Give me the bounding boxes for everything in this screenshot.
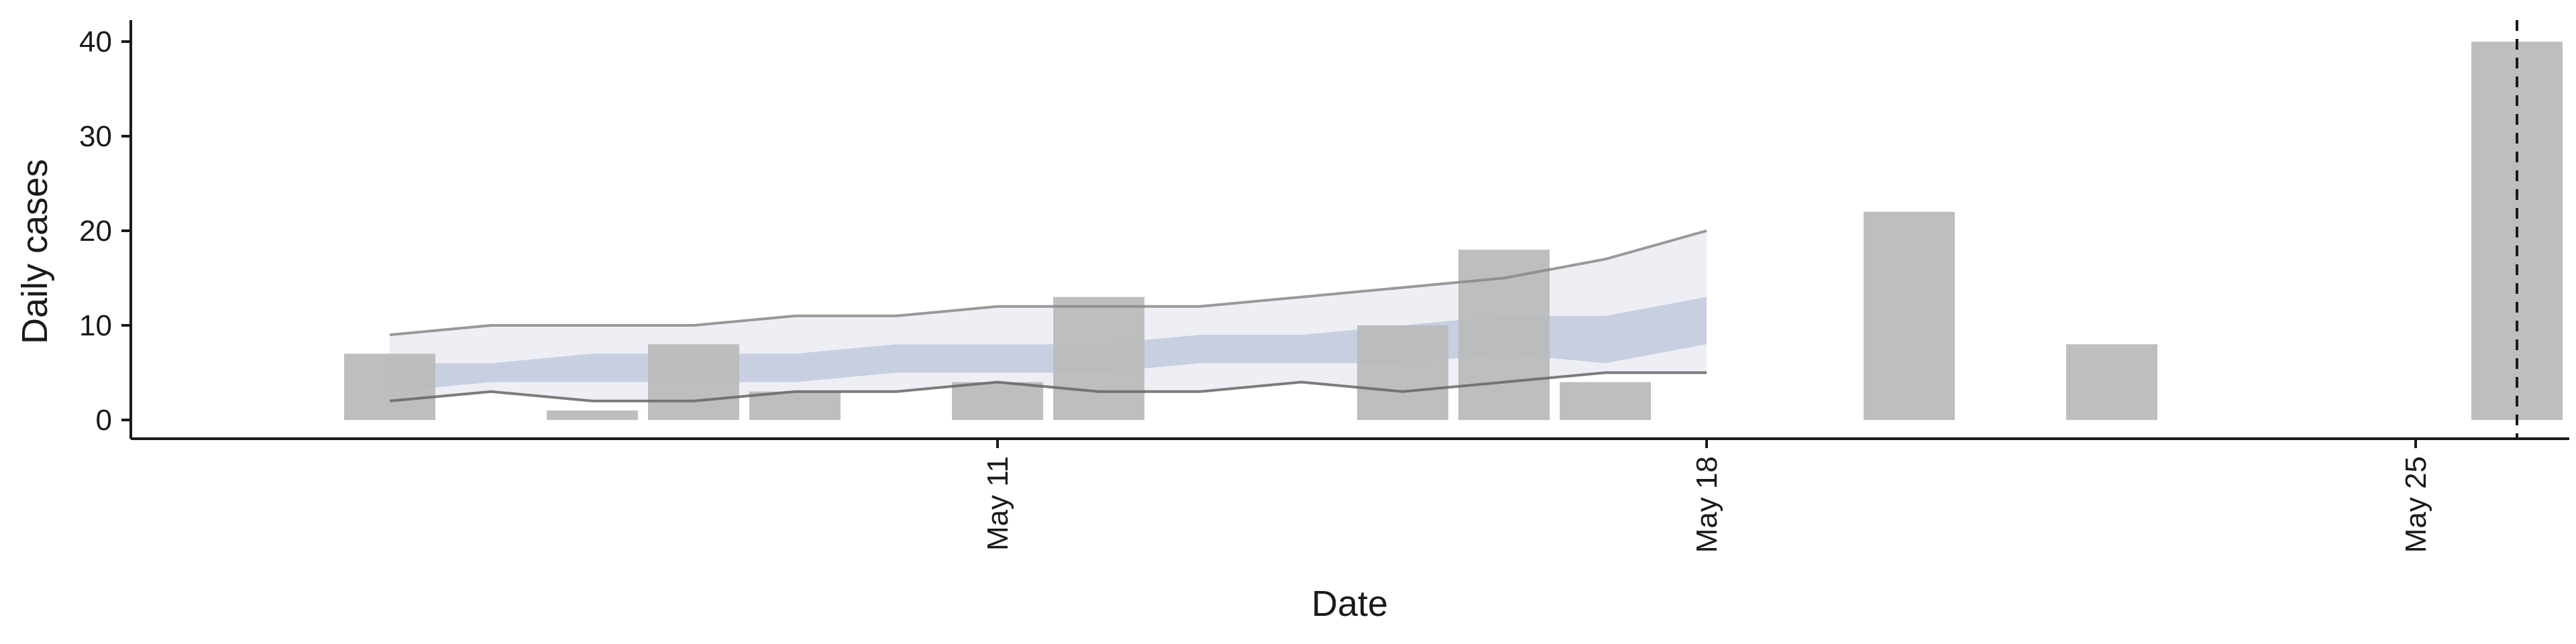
x-axis-title: Date: [1311, 584, 1388, 624]
case-bar: [1053, 297, 1144, 420]
case-bar: [1560, 382, 1651, 420]
case-bar: [1357, 325, 1448, 420]
y-tick-label: 30: [79, 120, 112, 153]
case-bars: [344, 42, 2563, 420]
y-tick-label: 20: [79, 215, 112, 248]
x-ticks: May 11 May 18 May 25: [981, 439, 2432, 553]
case-bar: [1864, 211, 1955, 420]
case-bar: [749, 391, 841, 420]
case-bar: [1458, 250, 1550, 420]
case-bar: [344, 354, 435, 420]
case-bar: [648, 344, 739, 420]
y-tick-label: 40: [79, 25, 112, 58]
case-bar: [547, 410, 638, 420]
x-tick-label: May 18: [1690, 456, 1723, 553]
y-ticks: 0 10 20 30 40: [79, 25, 131, 437]
x-tick-label: May 25: [2400, 456, 2432, 553]
case-bar: [2066, 344, 2157, 420]
y-axis-title: Daily cases: [15, 159, 55, 344]
forecast-upper-line: [389, 229, 1707, 337]
y-tick-label: 10: [79, 309, 112, 342]
forecast-interval-lines: [389, 229, 1707, 402]
x-tick-label: May 11: [981, 456, 1014, 551]
case-bar: [952, 382, 1043, 420]
forecast-lower-line: [389, 371, 1707, 402]
y-tick-label: 0: [96, 404, 112, 437]
